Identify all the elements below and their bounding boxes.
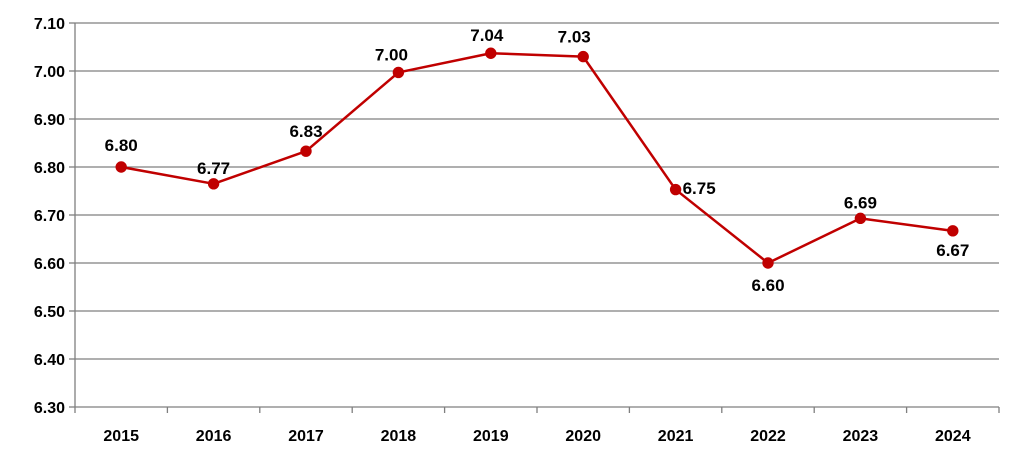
- data-label: 7.00: [375, 45, 408, 64]
- x-tick-label: 2024: [935, 428, 971, 445]
- data-point: [392, 66, 405, 79]
- data-label: 7.03: [558, 28, 591, 47]
- data-label: 6.67: [936, 241, 969, 260]
- y-tick-label: 6.70: [34, 208, 65, 225]
- y-tick-label: 6.80: [34, 160, 65, 177]
- data-points: [115, 47, 959, 269]
- y-tick-label: 6.40: [34, 352, 65, 369]
- y-tick-labels: 6.30 6.40 6.50 6.60 6.70 6.80 6.90 7.00 7.10: [34, 16, 65, 417]
- data-point: [115, 161, 127, 173]
- gridlines: [75, 22, 999, 360]
- x-tick-label: 2015: [103, 428, 139, 445]
- x-tick-label: 2018: [381, 428, 417, 445]
- series-line-layer: [120, 51, 953, 265]
- x-tick-label: 2022: [750, 428, 786, 445]
- data-label: 7.04: [470, 26, 504, 45]
- y-tick-label: 6.30: [34, 400, 65, 417]
- data-point: [854, 212, 867, 225]
- data-label: 6.69: [844, 193, 877, 212]
- data-point: [669, 183, 682, 196]
- x-tick-label: 2023: [843, 428, 879, 445]
- y-tick-label: 6.50: [34, 304, 65, 321]
- data-label: 6.80: [105, 136, 138, 155]
- x-tick-labels: 2015 2016 2017 2018 2019 2020 2021 2022 2023 2024: [103, 428, 970, 445]
- y-tick-label: 7.00: [34, 64, 65, 81]
- y-tick-label: 6.90: [34, 112, 65, 129]
- data-point: [207, 178, 220, 190]
- x-tick-label: 2016: [196, 428, 232, 445]
- data-point: [577, 50, 589, 63]
- x-tick-label: 2021: [658, 428, 694, 445]
- data-label: 6.83: [289, 122, 322, 141]
- y-tick-label: 6.60: [34, 256, 65, 273]
- axes: [69, 22, 1000, 413]
- data-label: 6.75: [683, 179, 716, 198]
- x-tick-label: 2019: [473, 428, 509, 445]
- data-point: [485, 47, 497, 59]
- series-line: [120, 51, 953, 265]
- x-tick-label: 2017: [288, 428, 324, 445]
- x-tick-label: 2020: [565, 428, 601, 445]
- y-tick-label: 7.10: [34, 16, 65, 33]
- data-point: [762, 257, 774, 269]
- data-label: 6.77: [197, 159, 230, 178]
- data-point: [947, 225, 959, 237]
- data-point: [300, 145, 312, 157]
- data-labels: 6.80 6.77 6.83 7.00 7.04 7.03 6.75 6.60 6.69 6.67: [105, 26, 970, 295]
- data-label: 6.60: [751, 276, 784, 295]
